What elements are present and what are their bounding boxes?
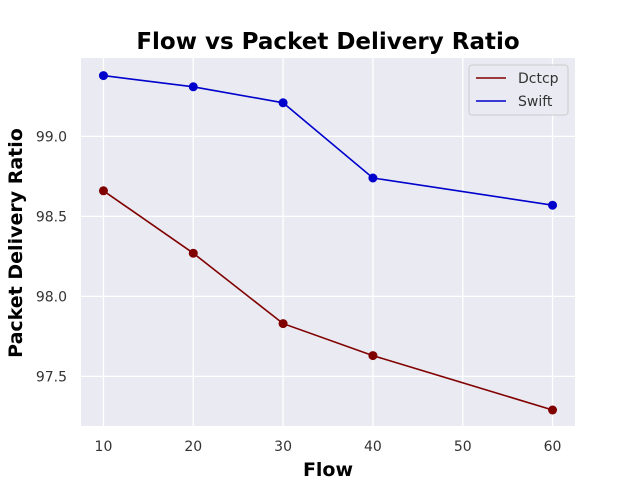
x-tick-label: 60 [544,439,562,455]
series-dctcp [98,186,558,415]
legend: Dctcp Swift [468,64,569,116]
y-tick-label: 97.5 [36,369,67,385]
data-point-dctcp [188,248,198,258]
data-point-swift [278,98,288,108]
legend-label-swift: Swift [518,94,553,110]
x-gridlines [102,58,554,426]
y-tick-label: 99.0 [36,129,67,145]
data-point-dctcp [98,186,108,196]
y-tick-labels: 97.5 98.0 98.5 99.0 [36,129,67,385]
data-point-dctcp [278,319,288,329]
data-point-swift [368,173,378,183]
x-tick-labels: 10 20 30 40 50 60 [95,439,562,455]
x-axis-label: Flow [303,459,353,480]
data-point-swift [98,71,108,81]
plot-area [81,58,575,426]
y-tick-label: 98.0 [36,289,67,305]
legend-label-dctcp: Dctcp [518,71,559,87]
x-tick-label: 10 [95,439,113,455]
x-tick-label: 20 [184,439,202,455]
data-point-swift [188,82,198,92]
x-tick-label: 30 [274,439,292,455]
x-tick-label: 50 [454,439,472,455]
chart-title: Flow vs Packet Delivery Ratio [136,29,519,55]
y-axis-label: Packet Delivery Ratio [5,128,27,358]
data-point-dctcp [368,351,378,361]
data-point-dctcp [548,405,558,415]
series-swift [98,71,558,210]
y-tick-label: 98.5 [36,209,67,225]
series-layer [98,71,558,415]
y-gridlines [81,135,575,378]
x-tick-label: 40 [364,439,382,455]
data-point-swift [548,200,558,210]
